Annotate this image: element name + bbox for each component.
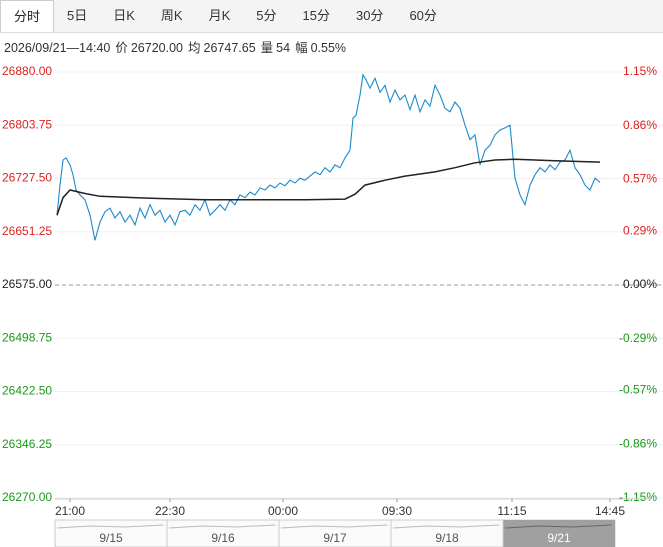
- tab[interactable]: 5日: [67, 8, 88, 23]
- x-tick-label: 14:45: [595, 504, 625, 518]
- y2-tick-label: 0.29%: [623, 223, 657, 237]
- tab[interactable]: 周K: [160, 8, 183, 23]
- x-tick-label: 21:00: [55, 504, 85, 518]
- y-tick-label: 26727.50: [2, 171, 52, 185]
- y-tick-label: 26651.25: [2, 224, 52, 238]
- y-tick-label: 26498.75: [2, 330, 52, 344]
- navigator-selection: [503, 520, 615, 547]
- y-tick-label: 26880.00: [2, 64, 52, 78]
- y2-tick-label: 0.00%: [623, 277, 657, 291]
- series-line: [56, 158, 601, 216]
- navigator-date: 9/15: [99, 531, 123, 545]
- navigator-sparkline: [392, 524, 500, 529]
- navigator-sparkline: [56, 524, 164, 529]
- info-label: 价: [115, 41, 128, 55]
- navigator-date: 9/21: [547, 531, 571, 545]
- info-datetime: 2026/09/21—14:40: [4, 41, 111, 55]
- y-tick-label: 26575.00: [2, 277, 52, 291]
- tab[interactable]: 日K: [113, 8, 135, 23]
- x-tick-label: 11:15: [497, 504, 526, 518]
- y2-tick-label: 1.15%: [623, 64, 657, 78]
- info-value: 54: [276, 41, 291, 55]
- series-line: [56, 73, 601, 241]
- tab[interactable]: 15分: [302, 8, 330, 23]
- y-tick-label: 26346.25: [2, 437, 52, 451]
- navigator-sparkline: [504, 524, 612, 529]
- y2-tick-label: 0.57%: [623, 172, 657, 186]
- tab[interactable]: 60分: [409, 8, 437, 23]
- y-tick-label: 26270.00: [2, 490, 52, 504]
- x-tick-label: 00:00: [268, 504, 298, 518]
- navigator-date: 9/17: [323, 531, 347, 545]
- info-value: 0.55%: [310, 41, 347, 55]
- tab[interactable]: 30分: [355, 8, 384, 23]
- x-tick-label: 09:30: [382, 504, 412, 518]
- info-label: 均: [188, 41, 201, 55]
- y2-tick-label: -0.29%: [619, 331, 657, 345]
- info-line: 2026/09/21—14:40 价 26720.00 均 26747.65 量 54 幅 0.…: [4, 37, 351, 56]
- y2-tick-label: 0.86%: [623, 118, 657, 132]
- navigator-sparkline: [280, 524, 388, 529]
- navigator-date: 9/18: [435, 531, 459, 545]
- x-tick-label: 22:30: [155, 504, 185, 518]
- tab[interactable]: 月K: [208, 8, 231, 23]
- info-label: 幅: [295, 41, 308, 55]
- tab[interactable]: 分时: [0, 0, 55, 32]
- info-value: 26747.65: [203, 41, 256, 55]
- info-value: 26720.00: [130, 41, 183, 55]
- y2-tick-label: -0.57%: [619, 383, 657, 397]
- navigator-sparkline: [168, 524, 276, 529]
- y-tick-label: 26803.75: [2, 117, 52, 131]
- info-label: 量: [260, 41, 274, 55]
- y-tick-label: 26422.50: [2, 384, 52, 398]
- tab-bar: 分时 5日 日K 周K 月K 5分 15分 30分 60分: [0, 0, 663, 33]
- y2-tick-label: -1.15%: [619, 490, 657, 504]
- y2-tick-label: -0.86%: [619, 436, 657, 450]
- tab[interactable]: 5分: [256, 8, 277, 23]
- navigator-date: 9/16: [211, 531, 235, 545]
